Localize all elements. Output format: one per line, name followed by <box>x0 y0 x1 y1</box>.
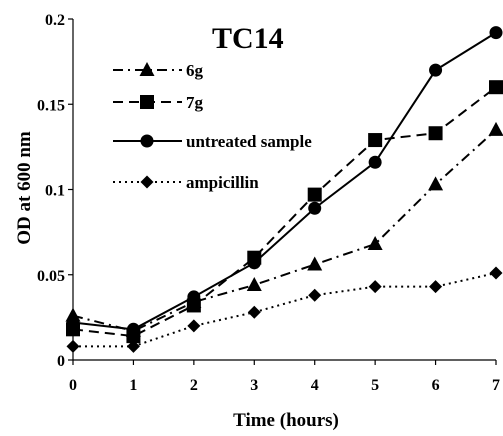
x-tick-label: 7 <box>492 377 500 394</box>
data-point <box>187 319 201 333</box>
data-point <box>247 305 261 319</box>
data-point <box>307 256 323 271</box>
data-point <box>488 121 503 136</box>
y-tick-label: 0 <box>57 353 65 370</box>
data-point <box>246 276 262 291</box>
legend-marker <box>140 134 154 148</box>
series-layer <box>65 26 503 353</box>
data-point <box>367 236 383 251</box>
legend-label: ampicillin <box>186 173 259 192</box>
series-diamond <box>66 266 503 353</box>
series-line <box>72 129 497 333</box>
legend-item: 6g <box>113 61 204 80</box>
axes: 0 0.05 0.1 0.15 0.2 0 1 2 3 4 5 6 7 <box>37 12 500 394</box>
data-point <box>489 266 503 280</box>
y-tick-label: 0.2 <box>45 12 65 29</box>
legend-label: untreated sample <box>186 132 312 151</box>
x-tick-label: 6 <box>432 377 440 394</box>
data-point <box>489 80 503 95</box>
data-point <box>307 187 322 202</box>
legend-marker <box>140 175 154 189</box>
x-tick-label: 3 <box>250 377 258 394</box>
legend-item: 7g <box>113 93 204 112</box>
legend-marker <box>139 62 155 76</box>
data-point <box>126 322 140 336</box>
legend-marker <box>140 95 154 109</box>
legend: 6g 7g untreated sample ampicillin <box>113 61 312 192</box>
data-point <box>429 280 443 294</box>
series-line <box>72 31 497 331</box>
data-point <box>368 280 382 294</box>
series-line <box>72 86 497 338</box>
x-tick-label: 5 <box>371 377 379 394</box>
legend-label: 7g <box>186 93 204 112</box>
legend-item: untreated sample <box>113 132 312 151</box>
data-point <box>368 155 382 169</box>
data-point <box>428 126 443 141</box>
series-circle <box>66 26 503 336</box>
y-tick-label: 0.15 <box>37 97 65 114</box>
data-point <box>126 339 140 353</box>
data-point <box>368 133 383 148</box>
data-point <box>428 176 444 191</box>
y-axis-title: OD at 600 nm <box>14 131 35 245</box>
legend-label: 6g <box>186 61 204 80</box>
y-tick-label: 0.05 <box>37 268 65 285</box>
chart-title: TC14 <box>212 22 284 55</box>
data-point <box>66 315 80 329</box>
data-point <box>247 256 261 270</box>
data-point <box>308 288 322 302</box>
legend-item: ampicillin <box>113 173 259 192</box>
data-point <box>429 63 443 77</box>
x-tick-label: 0 <box>69 377 77 394</box>
data-point <box>66 339 80 353</box>
x-tick-label: 4 <box>311 377 319 394</box>
series-line <box>73 272 497 348</box>
x-axis-title: Time (hours) <box>233 410 339 431</box>
x-tick-label: 2 <box>190 377 198 394</box>
y-tick-label: 0.1 <box>45 183 65 200</box>
data-point <box>187 290 201 304</box>
data-point <box>489 26 503 40</box>
data-point <box>308 201 322 215</box>
x-tick-label: 1 <box>129 377 137 394</box>
